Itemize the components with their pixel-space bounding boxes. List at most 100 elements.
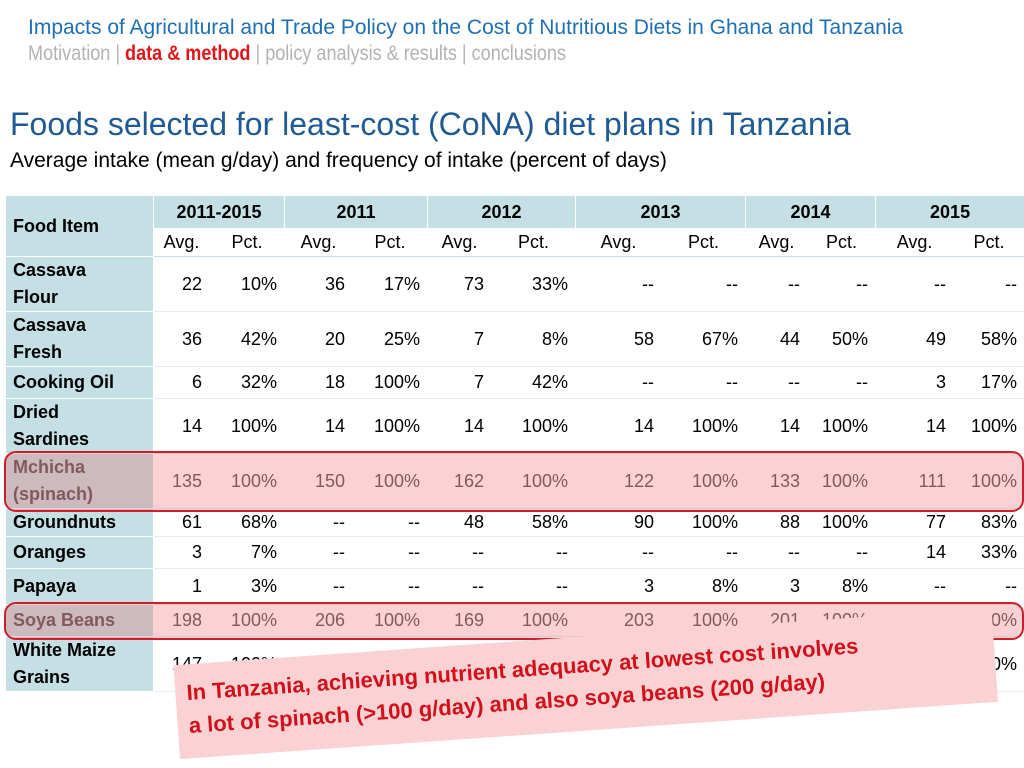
food-name: White Maize Grains [5,636,154,692]
pct-value: 58% [953,311,1024,367]
avg-subheader: Avg. [284,228,353,257]
avg-value: -- [575,366,663,399]
avg-value: -- [875,568,955,605]
nav-rest: | policy analysis & results | conclusion… [255,42,567,65]
table-row: Mchicha (spinach) 135 100% 150 100% 162 100% 122… [5,453,1024,509]
pct-value: 100% [490,604,577,637]
pct-value: -- [953,256,1024,312]
avg-value: -- [284,536,353,569]
pct-value: 100% [352,398,428,454]
avg-value: 14 [875,398,955,454]
pct-value: 7% [209,536,285,569]
avg-value: 14 [575,398,663,454]
pct-value: -- [807,536,877,569]
avg-value: 169 [427,604,492,637]
table-row: Groundnuts 61 68% -- -- 48 58% 90 100% 88 100% 77 83… [5,508,1024,537]
pct-value: 100% [807,508,877,537]
pct-value: 10% [209,256,285,312]
food-name-line: Cooking Oil [13,372,114,392]
pct-value: 100% [352,604,428,637]
year-header: 2011 [284,195,428,229]
pct-value: 100% [953,398,1024,454]
food-name: Groundnuts [5,508,154,537]
avg-value: 90 [575,508,663,537]
table-row: Papaya 1 3% -- -- -- -- 3 8% 3 8% -- -- [5,568,1024,605]
avg-value: 3 [153,536,210,569]
table-row: Cassava Fresh 36 42% 20 25% 7 8% 58 67% 44 50% 49 58% [5,311,1024,367]
food-name-line: Mchicha [13,457,86,477]
avg-value: 22 [153,256,210,312]
food-name-line: Flour [13,287,58,307]
avg-value: 18 [284,366,353,399]
table-row: Dried Sardines 14 100% 14 100% 14 100% 14 100% 14 1… [5,398,1024,454]
pct-value: -- [490,568,577,605]
avg-value: -- [284,568,353,605]
avg-value: -- [745,256,809,312]
pct-value: 100% [209,453,285,509]
food-name-line: Dried [13,402,60,422]
pct-value: 33% [490,256,577,312]
avg-value: 7 [427,311,492,367]
pct-value: 100% [490,398,577,454]
pct-value: 100% [807,398,877,454]
avg-value: 20 [284,311,353,367]
pct-value: -- [953,568,1024,605]
avg-value: 49 [875,311,955,367]
pct-subheader: Pct. [490,228,577,257]
pct-value: -- [661,256,747,312]
food-item-header: Food Item [5,195,154,257]
pct-value: -- [352,568,428,605]
avg-value: -- [575,536,663,569]
pct-subheader: Pct. [661,228,747,257]
avg-value: 133 [745,453,809,509]
pct-value: -- [661,366,747,399]
avg-value: 44 [745,311,809,367]
food-name-line: (spinach) [13,484,94,504]
pct-value: -- [807,256,877,312]
pct-subheader: Pct. [352,228,428,257]
avg-value: 14 [427,398,492,454]
pct-value: 32% [209,366,285,399]
year-header: 2011-2015 [153,195,285,229]
presentation-title: Impacts of Agricultural and Trade Policy… [28,16,904,39]
table-row: Cassava Flour 22 10% 36 17% 73 33% -- -- -- -- -- -- [5,256,1024,312]
pct-value: 17% [352,256,428,312]
pct-subheader: Pct. [209,228,285,257]
avg-value: 61 [153,508,210,537]
food-name-line: Cassava [13,315,87,335]
avg-value: 150 [284,453,353,509]
section-nav: Motivation | data & method | policy anal… [28,42,566,66]
food-name: Papaya [5,568,154,605]
slide-subtitle: Average intake (mean g/day) and frequenc… [10,149,667,172]
food-name: Dried Sardines [5,398,154,454]
food-name-line: Cassava [13,260,87,280]
avg-value: 14 [745,398,809,454]
avg-subheader: Avg. [427,228,492,257]
pct-subheader: Pct. [807,228,877,257]
pct-value: 68% [209,508,285,537]
avg-value: 3 [875,366,955,399]
pct-value: 8% [661,568,747,605]
avg-subheader: Avg. [153,228,210,257]
avg-value: 88 [745,508,809,537]
pct-value: 100% [352,366,428,399]
avg-value: 3 [575,568,663,605]
food-name-line: White Maize [13,640,117,660]
pct-value: 42% [490,366,577,399]
pct-value: 67% [661,311,747,367]
food-name-line: Sardines [13,429,90,449]
year-header: 2014 [745,195,877,229]
avg-subheader: Avg. [875,228,955,257]
pct-value: 17% [953,366,1024,399]
avg-value: -- [284,508,353,537]
table-row: Cooking Oil 6 32% 18 100% 7 42% -- -- -- -- 3 17% [5,366,1024,399]
pct-value: 3% [209,568,285,605]
avg-value: 3 [745,568,809,605]
pct-value: 33% [953,536,1024,569]
avg-value: 77 [875,508,955,537]
pct-value: -- [352,508,428,537]
avg-value: 36 [153,311,210,367]
avg-value: -- [745,536,809,569]
avg-value: 122 [575,453,663,509]
food-name: Mchicha (spinach) [5,453,154,509]
